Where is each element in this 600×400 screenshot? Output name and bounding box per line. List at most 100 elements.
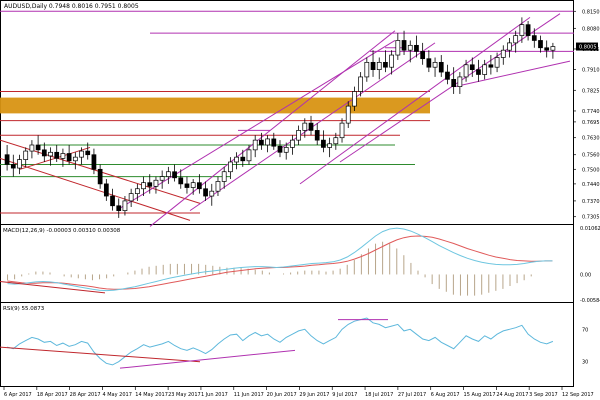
candle-body: [110, 195, 115, 207]
candle-body: [116, 205, 122, 211]
candle-body: [414, 44, 419, 52]
candle-body: [265, 138, 270, 146]
trendline: [0, 157, 191, 221]
candle-body: [54, 151, 60, 159]
candle-body: [48, 151, 53, 157]
time-tick-label: 12 Sep 2017: [562, 392, 594, 398]
time-tick-label: 11 Jun 2017: [234, 392, 264, 398]
time-tick-label: 28 Apr 2017: [70, 392, 101, 398]
price-tick-label: 0.7440: [582, 182, 600, 188]
candle-body: [252, 139, 258, 151]
candle-body: [438, 61, 444, 73]
candle-body: [308, 122, 314, 131]
candle-body: [538, 40, 543, 49]
macd-tick-label: 0.01062: [580, 226, 600, 232]
macd-indicator: 0.01062 0.00 -0.00584: [0, 226, 600, 304]
price-tick-label: 0.7825: [582, 88, 600, 94]
candle-body: [358, 76, 363, 92]
candle-body: [345, 105, 351, 124]
price-tick-label: 0.8080: [582, 26, 600, 32]
rsi-tick-label: 30: [582, 360, 588, 366]
candle-body: [4, 154, 10, 165]
rsi-trendline: [0, 346, 201, 363]
candle-body: [389, 54, 395, 68]
rsi-tick-label: 70: [582, 327, 588, 333]
candle-body: [488, 64, 494, 68]
candle-body: [531, 35, 537, 41]
supply-zone: [0, 97, 430, 114]
candle-body: [103, 183, 109, 197]
price-tick-label: 0.8150: [582, 9, 600, 15]
macd-trendline: [0, 280, 106, 294]
candle-body: [296, 130, 301, 141]
candle-body: [544, 47, 550, 51]
macd-tick-label: 0.00: [580, 272, 591, 278]
candle-body: [432, 61, 438, 68]
candle-body: [457, 76, 463, 88]
candle-body: [147, 182, 153, 187]
candle-body: [277, 145, 283, 153]
candle-body: [215, 181, 221, 192]
candle-body: [339, 122, 345, 139]
candle-body: [91, 154, 97, 170]
candle-body: [29, 144, 35, 152]
time-tick-label: 24 Aug 2017: [496, 392, 528, 398]
candle-body: [364, 61, 370, 78]
candle-body: [85, 150, 91, 156]
candle-body: [376, 61, 382, 70]
candle-body: [290, 139, 295, 148]
candle-body: [283, 147, 289, 153]
candle-body: [451, 79, 457, 88]
candle-body: [79, 150, 84, 158]
price-tick-label: 0.7695: [582, 120, 600, 126]
time-tick-label: 9 Jul 2017: [332, 392, 357, 398]
candle-body: [159, 176, 165, 181]
candle-body: [383, 61, 388, 68]
candle-body: [35, 144, 41, 151]
candle-body: [302, 122, 308, 131]
candles-layer: [4, 17, 556, 218]
time-tick-label: 20 Jun 2017: [267, 392, 297, 398]
macd-main-line: [7, 227, 553, 292]
time-tick-label: 14 May 2017: [135, 392, 168, 398]
price-tick-label: 0.7560: [582, 153, 600, 159]
candle-body: [482, 64, 488, 75]
candle-body: [507, 42, 512, 51]
price-tick-label: 0.7910: [582, 68, 600, 74]
price-axis: 0.81500.80800.79950.79100.78250.77400.76…: [573, 9, 600, 221]
time-tick-label: 23 May 2017: [168, 392, 201, 398]
candle-body: [122, 200, 128, 211]
candle-body: [240, 156, 246, 162]
time-tick-label: 3 Sep 2017: [529, 392, 558, 398]
rsi-trendline: [119, 349, 296, 369]
price-tick-label: 0.7630: [582, 136, 600, 142]
candle-body: [407, 44, 413, 51]
current-price-box: [576, 42, 598, 51]
time-tick-label: 1 Jun 2017: [201, 392, 228, 398]
price-tick-label: 0.7740: [582, 109, 600, 115]
candle-body: [172, 171, 177, 179]
candle-body: [314, 130, 320, 141]
candle-body: [420, 51, 426, 60]
trendline: [149, 30, 396, 227]
time-tick-label: 6 Apr 2017: [4, 392, 32, 398]
candle-body: [97, 168, 103, 185]
candle-body: [321, 139, 326, 148]
price-tick-label: 0.7500: [582, 167, 600, 173]
candle-body: [513, 35, 519, 44]
macd-label: MACD(12,26,9) -0.00003 0.00310 0.00308: [3, 228, 121, 234]
candle-body: [203, 188, 208, 197]
candle-body: [370, 61, 376, 70]
rsi-line: [6, 317, 554, 366]
trendline: [119, 40, 396, 209]
current-price-label: 0.8005: [579, 45, 597, 51]
price-tick-label: 0.7370: [582, 199, 600, 205]
candle-body: [221, 171, 227, 182]
candle-body: [178, 177, 184, 185]
candle-body: [271, 138, 277, 147]
time-axis: 6 Apr 2017 18 Apr 2017 28 Apr 2017 4 May 20…: [3, 387, 594, 398]
candle-body: [327, 143, 332, 148]
time-tick-label: 27 Jul 2017: [398, 392, 426, 398]
candle-body: [134, 188, 140, 194]
candle-body: [184, 183, 190, 188]
